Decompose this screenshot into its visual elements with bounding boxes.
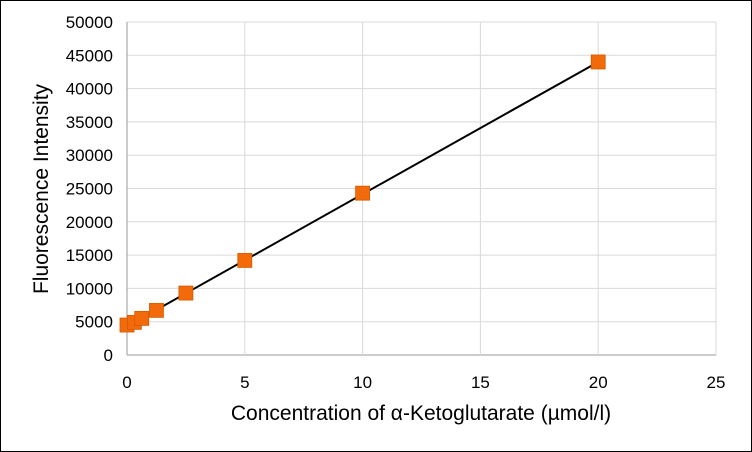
data-point (590, 54, 606, 70)
gridlines (126, 21, 717, 356)
x-tick-labels: 0 5 10 15 20 25 (122, 373, 725, 392)
y-tick-label: 15000 (66, 246, 113, 265)
x-tick-label: 15 (471, 373, 490, 392)
y-tick-label: 10000 (66, 279, 113, 298)
y-tick-label: 45000 (66, 46, 113, 65)
x-tick-label: 25 (707, 373, 726, 392)
x-tick-label: 10 (353, 373, 372, 392)
y-tick-label: 25000 (66, 180, 113, 199)
y-tick-label: 0 (104, 346, 113, 365)
y-tick-label: 50000 (66, 13, 113, 32)
x-tick-label: 5 (240, 373, 249, 392)
y-tick-label: 40000 (66, 80, 113, 99)
data-point (134, 310, 150, 326)
y-axis-title: Fluorescence Intensity (30, 83, 53, 294)
data-point (237, 253, 253, 268)
x-axis-title: Concentration of α-Ketoglutarate (µmol/l… (231, 402, 611, 425)
y-tick-label: 5000 (75, 313, 113, 332)
data-point (178, 285, 194, 301)
y-tick-label: 35000 (66, 113, 113, 132)
x-tick-label: 20 (589, 373, 608, 392)
y-tick-label: 20000 (66, 213, 113, 232)
y-tick-label: 30000 (66, 146, 113, 165)
x-tick-label: 0 (122, 373, 131, 392)
y-tick-labels: 0 5000 10000 15000 20000 25000 30000 35000 40000… (66, 13, 113, 365)
data-point (149, 302, 164, 318)
data-points (119, 54, 606, 333)
data-point (355, 185, 371, 201)
